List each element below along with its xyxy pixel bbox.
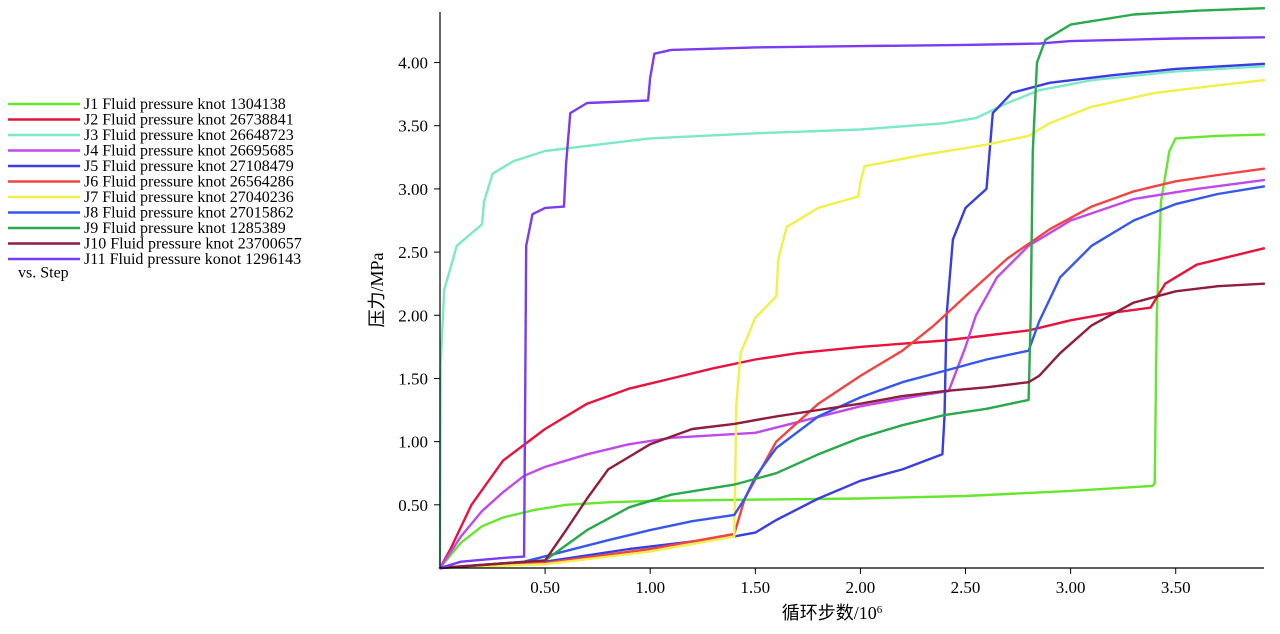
series-line-j8 [438,185,1266,570]
x-tick-label: 1.50 [740,578,770,597]
y-tick-label: 0.50 [398,496,428,515]
x-axis-label-superscript: 6 [877,604,883,616]
series-line-j3 [438,65,1266,570]
y-tick-label: 4.00 [398,54,428,73]
series-line-j1 [438,133,1266,570]
series-line-j7 [438,79,1266,570]
legend-label-j5: J5 Fluid pressure knot 27108479 [84,158,294,175]
y-tick-label: 3.00 [398,180,428,199]
legend-label-j2: J2 Fluid pressure knot 26738841 [84,112,294,129]
x-tick-label: 3.00 [1056,578,1086,597]
y-tick-label: 1.00 [398,433,428,452]
y-tick-label: 2.50 [398,243,428,262]
y-axis-label: 压力/MPa [367,252,387,327]
legend-label-j1: J1 Fluid pressure knot 1304138 [84,96,286,113]
legend-footer: vs. Step [18,265,69,282]
x-axis-label-main: 循环步数/10 [782,603,877,623]
legend-label-j8: J8 Fluid pressure knot 27015862 [84,205,294,222]
legend-label-j11: J11 Fluid pressure konot 1296143 [84,251,301,268]
x-tick-label: 2.00 [846,578,876,597]
legend-label-j4: J4 Fluid pressure knot 26695685 [84,143,294,160]
y-tick-label: 1.50 [398,369,428,388]
y-tick-label: 3.50 [398,117,428,136]
x-axis-label: 循环步数/106 [782,603,883,623]
y-axis-ticks: 0.50 1.00 1.50 2.00 2.50 3.00 3.50 4.00 [398,54,440,515]
legend-label-j9: J9 Fluid pressure knot 1285389 [84,220,286,237]
legend-label-j6: J6 Fluid pressure knot 26564286 [84,174,294,191]
legend-label-j10: J10 Fluid pressure knot 23700657 [84,236,302,253]
series-line-j5 [438,62,1266,570]
legend-label-j3: J3 Fluid pressure knot 26648723 [84,127,294,144]
plot-area: 0.50 1.00 1.50 2.00 2.50 3.00 3.50 4.00 0.50 1.0… [398,6,1266,597]
x-tick-label: 2.50 [951,578,981,597]
series-line-j6 [438,167,1266,570]
series-line-j9 [438,6,1266,570]
series-line-j2 [438,247,1266,570]
series-line-j11 [438,36,1266,570]
series-lines [438,6,1266,570]
legend-label-j7: J7 Fluid pressure knot 27040236 [84,189,294,206]
x-tick-label: 3.50 [1161,578,1191,597]
x-axis-ticks: 0.50 1.00 1.50 2.00 2.50 3.00 3.50 [530,568,1191,597]
series-line-j4 [438,178,1266,570]
x-tick-label: 1.00 [635,578,665,597]
y-tick-label: 2.00 [398,306,428,325]
series-line-j10 [438,282,1266,570]
x-tick-label: 0.50 [530,578,560,597]
